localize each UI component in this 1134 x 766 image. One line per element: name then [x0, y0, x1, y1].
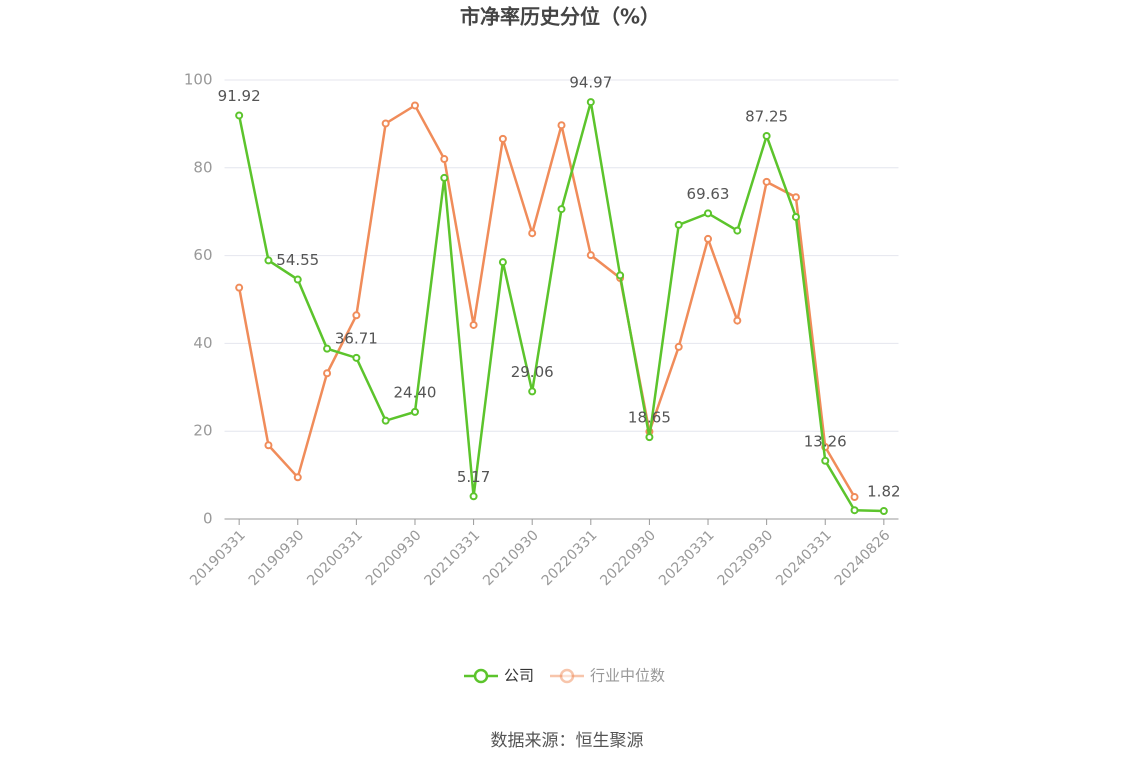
data-label: 18.65 — [628, 409, 671, 427]
series-line — [237, 101, 884, 513]
y-tick-label: 40 — [193, 334, 212, 352]
point — [704, 209, 713, 218]
point — [821, 456, 830, 465]
point — [733, 316, 742, 325]
point — [264, 256, 273, 265]
legend-label: 公司 — [504, 667, 534, 685]
point — [733, 226, 742, 235]
point — [410, 101, 419, 110]
x-tick-label: 20190930 — [246, 527, 308, 589]
point — [616, 271, 625, 280]
point — [557, 205, 566, 214]
point — [381, 416, 390, 425]
point — [352, 311, 361, 320]
data-label: 1.82 — [867, 483, 900, 501]
x-tick-label: 20200331 — [304, 527, 366, 589]
x-tick-label: 20210930 — [480, 527, 542, 589]
x-tick-label: 20190331 — [187, 527, 249, 589]
data-label: 69.63 — [687, 185, 730, 203]
point — [235, 111, 244, 120]
point — [674, 220, 683, 229]
y-tick-label: 60 — [193, 246, 212, 264]
point — [264, 441, 273, 450]
point — [440, 173, 449, 182]
chart-title: 市净率历史分位（%） — [460, 5, 660, 29]
point — [586, 98, 595, 107]
point — [293, 275, 302, 284]
point — [674, 342, 683, 351]
point — [440, 155, 449, 164]
point — [235, 283, 244, 292]
point — [762, 131, 771, 140]
point — [352, 353, 361, 362]
point — [645, 433, 654, 442]
point — [469, 320, 478, 329]
data-label: 29.06 — [511, 363, 554, 381]
legend-marker — [559, 668, 575, 684]
x-tick-label: 20200930 — [363, 527, 425, 589]
x-tick-label: 20240826 — [832, 527, 894, 589]
y-tick-label: 0 — [203, 510, 213, 528]
legend-label: 行业中位数 — [590, 667, 665, 685]
point — [791, 212, 800, 221]
point — [528, 229, 537, 238]
x-tick-label: 20210331 — [422, 527, 484, 589]
data-label: 91.92 — [218, 87, 261, 105]
point — [498, 134, 507, 143]
point — [586, 251, 595, 260]
point — [469, 492, 478, 501]
data-label: 87.25 — [745, 107, 788, 125]
y-tick-label: 80 — [193, 158, 212, 176]
x-tick-label: 20230331 — [656, 527, 718, 589]
point — [879, 507, 888, 516]
point — [850, 493, 859, 502]
x-tick-label: 20220331 — [539, 527, 601, 589]
y-tick-label: 20 — [193, 422, 212, 440]
data-label: 94.97 — [569, 74, 612, 92]
point — [410, 407, 419, 416]
point — [498, 258, 507, 267]
data-label: 54.55 — [276, 251, 319, 269]
point — [850, 506, 859, 515]
point — [381, 119, 390, 128]
point — [557, 121, 566, 130]
data-label: 13.26 — [804, 432, 847, 450]
source: 数据来源：恒生聚源 — [491, 731, 644, 751]
data-label: 36.71 — [335, 329, 378, 347]
point — [528, 387, 537, 396]
point — [791, 193, 800, 202]
data-label: 5.17 — [457, 468, 490, 486]
point — [323, 344, 332, 353]
point — [293, 473, 302, 482]
x-tick-label: 20240331 — [773, 527, 835, 589]
point — [704, 234, 713, 243]
x-tick-label: 20230930 — [715, 527, 777, 589]
point — [323, 369, 332, 378]
x-tick-label: 20220930 — [597, 527, 659, 589]
point — [762, 177, 771, 186]
legend-marker — [473, 668, 489, 684]
series-line — [237, 103, 856, 498]
y-tick-label: 100 — [184, 71, 213, 89]
data-label: 24.40 — [394, 383, 437, 401]
